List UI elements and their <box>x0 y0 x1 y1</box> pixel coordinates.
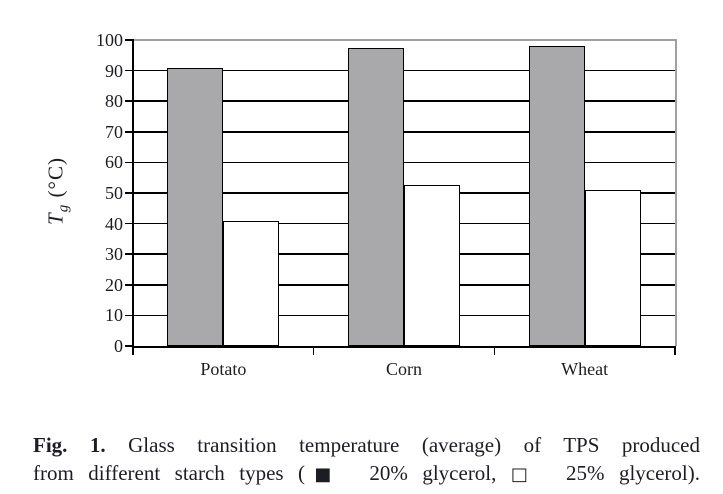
x-tick-label-wheat: Wheat <box>561 359 609 379</box>
caption-line-2: from different starch types (■ 20% glyce… <box>33 459 700 489</box>
y-tick-50 <box>125 192 133 194</box>
bar-25-glycerol-corn <box>404 185 460 346</box>
y-tick-label-10: 10 <box>105 305 123 326</box>
gridline-60 <box>133 161 675 164</box>
y-axis-title-unit: (°C) <box>43 157 68 204</box>
caption-legend-1-label: 20% glycerol, <box>340 461 511 485</box>
bar-20-glycerol-corn <box>348 47 404 346</box>
y-tick-80 <box>125 100 133 102</box>
y-tick-60 <box>125 161 133 164</box>
gridline-70 <box>133 131 675 133</box>
y-tick-label-80: 80 <box>105 91 123 112</box>
caption-line-2-text: from different starch types ( <box>33 461 306 485</box>
x-tick-1 <box>312 348 315 355</box>
bar-25-glycerol-wheat <box>584 189 641 346</box>
y-axis-title: Tg (°C) <box>43 157 72 225</box>
bar-20-glycerol-potato <box>167 67 224 346</box>
y-tick-label-40: 40 <box>105 213 123 234</box>
caption-figure-number: Fig. 1. <box>33 433 106 457</box>
y-tick-30 <box>125 253 133 255</box>
y-tick-label-90: 90 <box>105 60 123 81</box>
y-tick-label-30: 30 <box>105 244 123 265</box>
y-tick-0 <box>125 345 133 347</box>
y-tick-label-100: 100 <box>96 30 123 50</box>
bar-chart: Tg (°C) 0 10 20 30 40 50 60 70 80 90 100 Potato Corn… <box>43 30 677 379</box>
y-tick-90 <box>125 69 133 72</box>
figure-caption: Fig. 1. Glass transition temperature (av… <box>33 431 700 489</box>
plot-border-top <box>133 39 677 41</box>
y-axis-line <box>132 39 134 347</box>
x-axis-line <box>132 346 676 348</box>
y-tick-label-0: 0 <box>114 336 123 356</box>
y-tick-70 <box>125 131 133 133</box>
x-tick-label-potato: Potato <box>200 359 247 379</box>
y-tick-label-60: 60 <box>105 152 123 173</box>
x-tick-0 <box>132 348 134 355</box>
y-tick-label-70: 70 <box>105 121 123 142</box>
y-axis-title-symbol: T <box>43 212 68 225</box>
y-tick-10 <box>125 314 133 317</box>
gridline-90 <box>133 69 675 72</box>
y-tick-40 <box>125 222 133 225</box>
bar-20-glycerol-wheat <box>528 46 585 346</box>
gridline-80 <box>133 100 675 102</box>
y-axis-title-subscript: g <box>55 203 72 213</box>
plot-border-right <box>675 40 677 346</box>
y-tick-label-20: 20 <box>105 274 123 295</box>
caption-legend-2-label: 25% glycerol). <box>537 461 700 485</box>
caption-line-1: Fig. 1. Glass transition temperature (av… <box>33 431 700 459</box>
caption-line-1-text: Glass transition temperature (average) o… <box>105 433 700 457</box>
bar-25-glycerol-potato <box>223 220 280 346</box>
x-tick-3 <box>674 348 676 355</box>
y-tick-20 <box>125 284 133 286</box>
y-tick-100 <box>125 39 133 41</box>
open-square-legend-icon: □ <box>510 464 538 485</box>
x-tick-label-corn: Corn <box>386 359 422 379</box>
x-tick-2 <box>493 348 496 355</box>
y-tick-label-50: 50 <box>105 183 123 203</box>
filled-square-legend-icon: ■ <box>305 464 341 485</box>
